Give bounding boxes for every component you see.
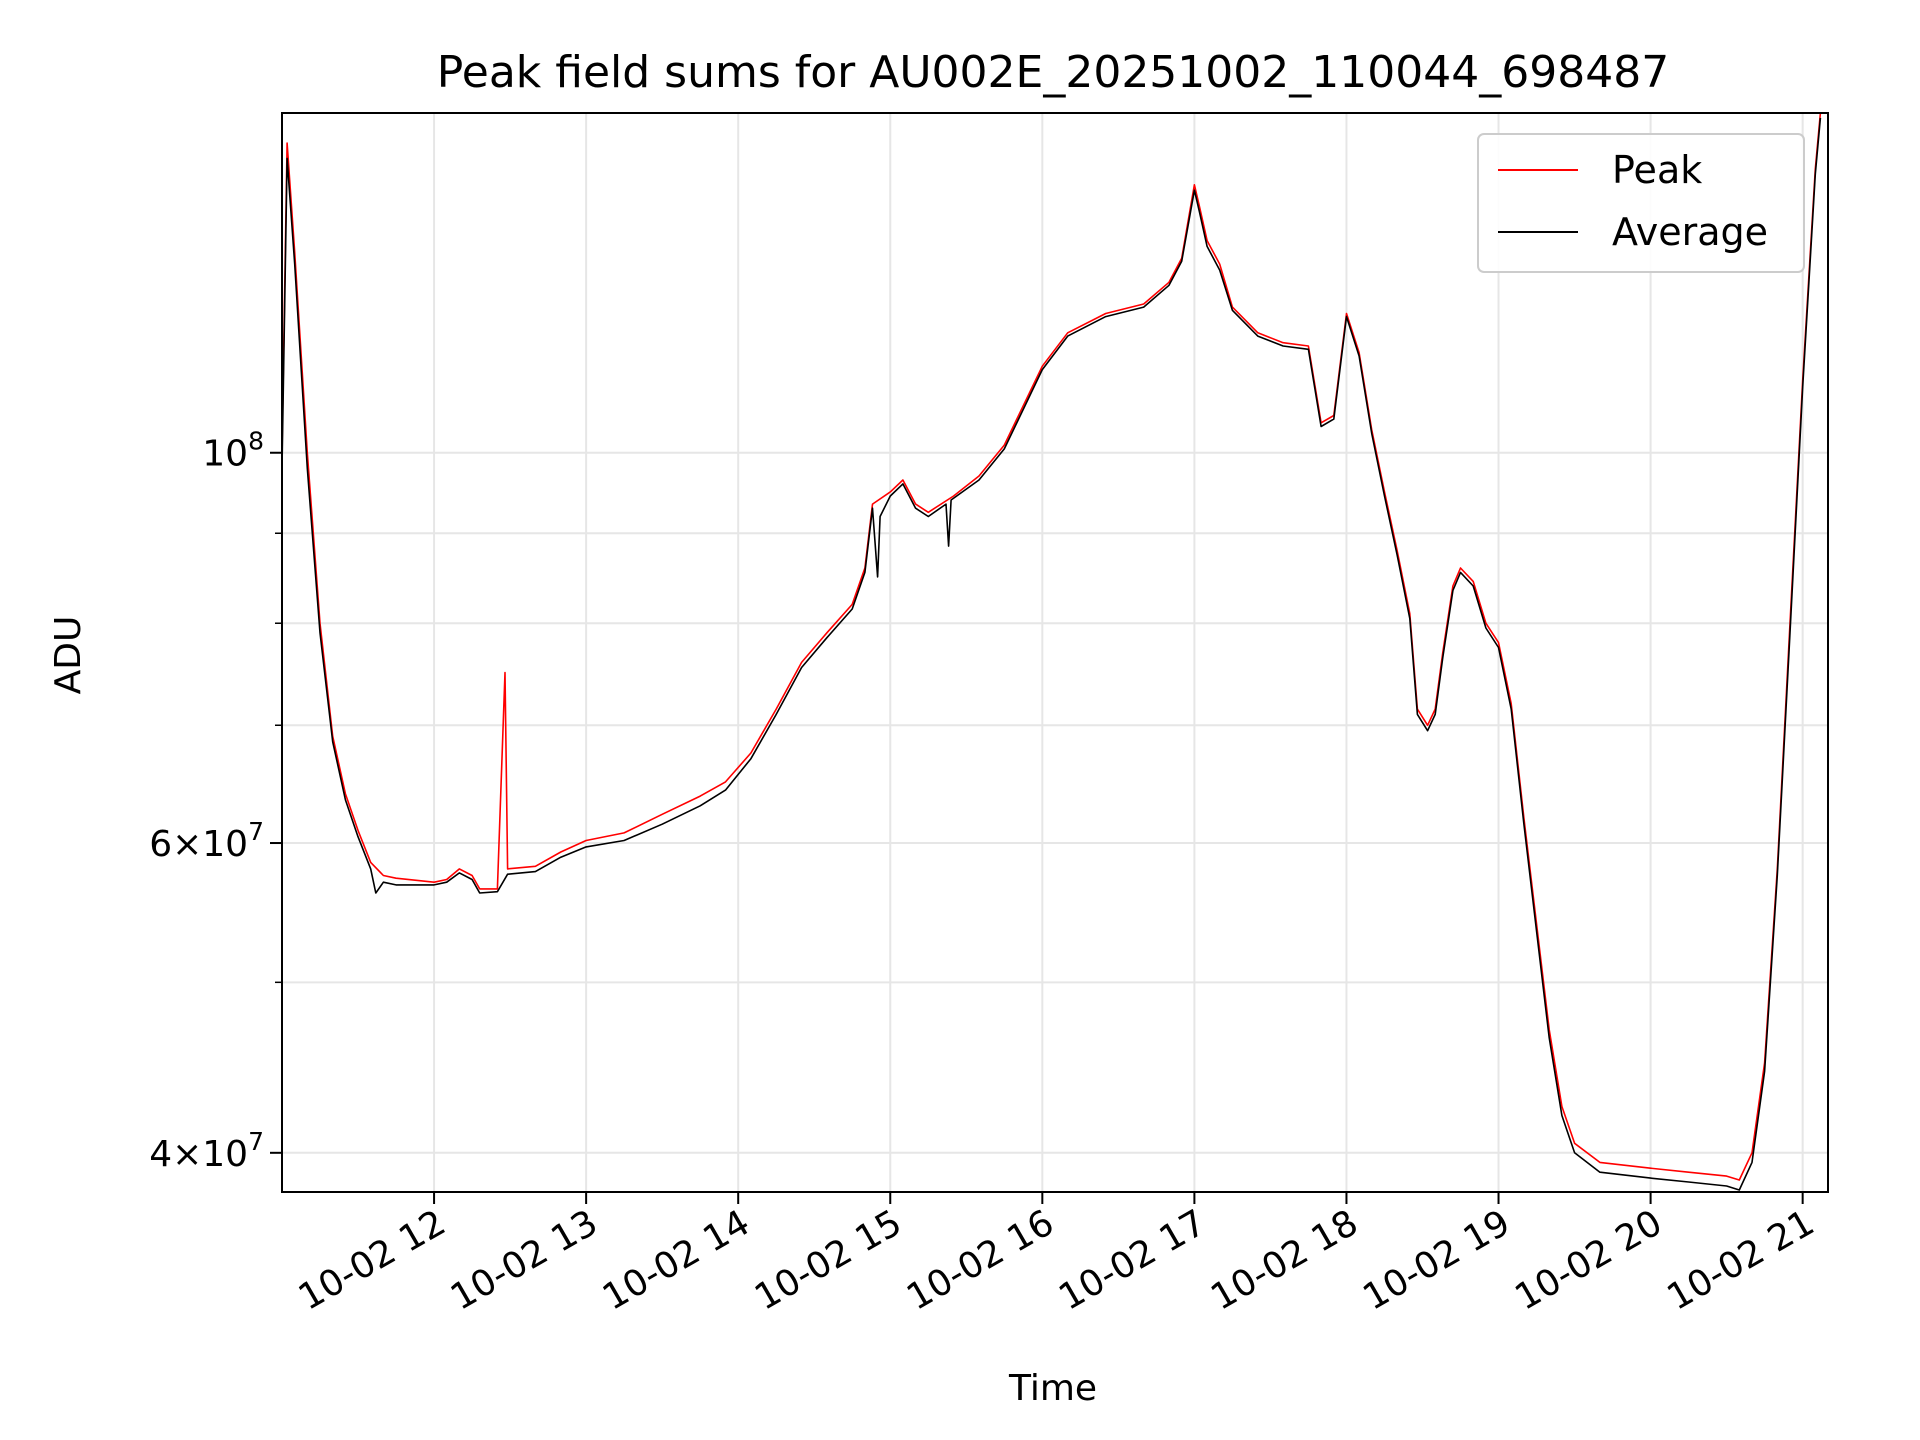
series-line-average	[282, 117, 1822, 1191]
chart-title: Peak field sums for AU002E_20251002_1100…	[437, 47, 1669, 98]
y-tick-label: 4×107	[149, 1127, 264, 1175]
y-axis-label: ADU	[48, 616, 89, 695]
legend: Peak Average	[1477, 133, 1805, 273]
y-tick-label: 6×107	[149, 817, 264, 865]
series-layer	[282, 113, 1822, 1191]
legend-box	[1477, 133, 1805, 273]
y-tick-label: 108	[202, 427, 264, 475]
plot-frame	[281, 112, 1829, 1193]
series-line-peak	[282, 113, 1822, 1181]
grid	[282, 113, 1828, 1192]
y-axis: 4×107 6×107 108	[149, 427, 282, 1175]
plot-area	[282, 113, 1828, 1192]
x-axis-label: Time	[1008, 1368, 1097, 1409]
legend-label-peak: Peak	[1612, 148, 1702, 192]
legend-label-average: Average	[1612, 210, 1768, 254]
